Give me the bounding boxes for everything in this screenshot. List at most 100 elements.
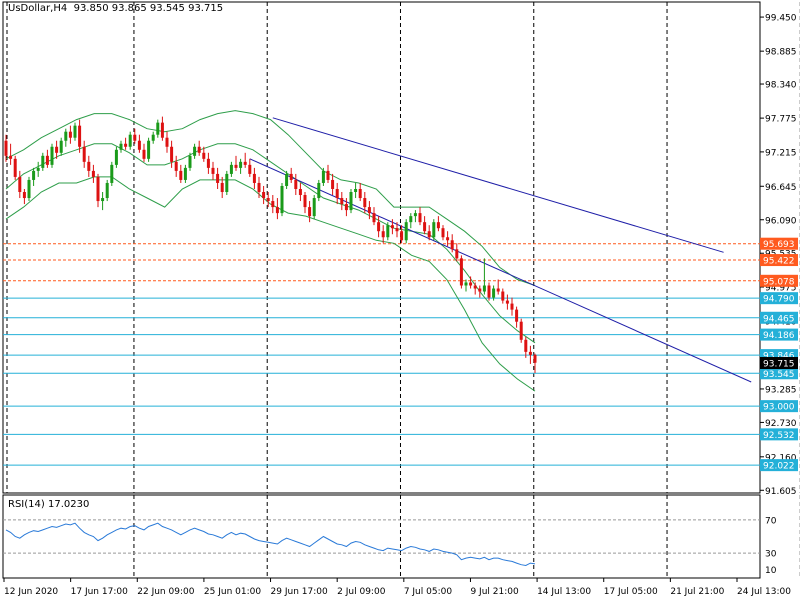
candle-body xyxy=(243,161,247,165)
price-tick-label: 92.160 xyxy=(765,453,797,463)
candle xyxy=(128,131,132,150)
candle-body xyxy=(381,231,385,238)
candle-body xyxy=(36,167,40,171)
time-tick-label: 17 Jun 17:00 xyxy=(71,587,128,597)
candle xyxy=(27,176,31,202)
candle xyxy=(22,188,26,205)
candle xyxy=(193,143,197,159)
candle xyxy=(294,173,298,196)
candle xyxy=(418,207,422,226)
candle-body xyxy=(418,213,422,223)
candle xyxy=(326,164,330,183)
candle-body xyxy=(220,182,224,193)
candle-body xyxy=(331,179,335,189)
candle xyxy=(78,119,82,153)
candle xyxy=(216,167,220,189)
candle xyxy=(358,182,362,202)
time-tick-label: 29 Jun 17:00 xyxy=(271,587,328,597)
candle xyxy=(45,149,49,168)
candle xyxy=(91,164,95,183)
candle-body xyxy=(423,222,427,232)
time-tick-label: 9 Jul 21:00 xyxy=(470,587,519,597)
level-label: 94.186 xyxy=(763,331,795,341)
candle-body xyxy=(73,125,77,138)
candle-body xyxy=(478,288,482,292)
chart-header: UsDollar,H4 93.850 93.865 93.545 93.715 xyxy=(8,3,223,14)
candle-body xyxy=(446,237,450,241)
candle-body xyxy=(206,158,210,168)
rsi-tick-label: 10 xyxy=(765,566,777,576)
candle xyxy=(101,192,105,211)
candle xyxy=(110,161,114,186)
candle xyxy=(147,137,151,162)
candle-body xyxy=(266,198,270,202)
candle-body xyxy=(234,164,238,168)
candle xyxy=(68,125,72,144)
level-label-bg xyxy=(760,328,798,341)
level-label: 92.022 xyxy=(763,462,795,472)
candle-body xyxy=(119,143,123,150)
candle-body xyxy=(464,282,468,286)
candle-body xyxy=(211,167,215,174)
level-label-bg xyxy=(760,237,798,250)
candle-body xyxy=(13,158,17,177)
candle xyxy=(427,225,431,241)
candle-body xyxy=(450,240,454,250)
candle xyxy=(303,192,307,214)
candle xyxy=(87,155,91,177)
candle xyxy=(266,192,270,208)
candle xyxy=(469,276,473,289)
candle-body xyxy=(257,182,261,193)
candle xyxy=(381,225,385,244)
candle-body xyxy=(340,198,344,205)
candle xyxy=(432,219,436,241)
candle-body xyxy=(18,176,22,193)
candle xyxy=(515,306,519,328)
candle xyxy=(4,134,8,162)
candle-body xyxy=(271,201,275,208)
rsi-line xyxy=(5,522,536,567)
candle xyxy=(377,216,381,238)
candle-body xyxy=(110,164,114,183)
candle-body xyxy=(248,164,252,174)
candles xyxy=(4,116,537,373)
vertical-grid xyxy=(6,2,800,578)
level-label-bg xyxy=(760,428,798,441)
candle xyxy=(156,119,160,138)
candle xyxy=(114,146,118,168)
candle xyxy=(404,219,408,244)
level-label: 94.790 xyxy=(763,295,795,305)
candle xyxy=(165,131,169,153)
candle xyxy=(331,173,335,196)
candle xyxy=(252,167,256,189)
candle-body xyxy=(32,170,36,180)
candle xyxy=(13,155,17,180)
candle-body xyxy=(308,207,312,217)
candle-body xyxy=(363,198,367,208)
candle xyxy=(455,243,459,262)
price-tick-label: 94.975 xyxy=(765,284,797,294)
candle xyxy=(18,170,22,199)
candle-body xyxy=(105,182,109,199)
candle-body xyxy=(487,285,491,298)
candle xyxy=(390,219,394,235)
candle xyxy=(105,179,109,202)
level-label: 93.000 xyxy=(763,403,795,413)
price-tick-label: 98.340 xyxy=(765,81,797,91)
horizontal-levels xyxy=(3,243,760,466)
candle-body xyxy=(510,303,514,310)
candle-body xyxy=(64,131,68,141)
candle-body xyxy=(326,170,330,180)
candle-body xyxy=(505,300,509,304)
level-label-bg xyxy=(760,254,798,267)
candle-body xyxy=(372,213,376,223)
candle-body xyxy=(91,170,95,177)
candle xyxy=(395,222,399,238)
candle xyxy=(211,161,215,180)
candle xyxy=(9,143,13,165)
ohlc-values: 93.850 93.865 93.545 93.715 xyxy=(73,3,224,14)
candle-body xyxy=(473,285,477,289)
candle-body xyxy=(202,152,206,159)
candle xyxy=(524,336,528,358)
